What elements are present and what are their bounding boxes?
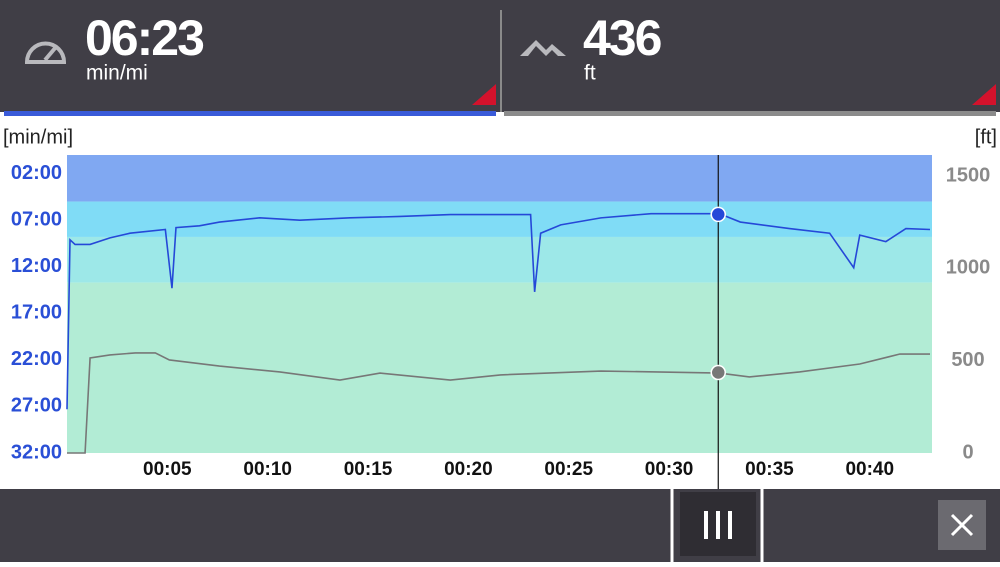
y-tick-label: 07:00 (11, 208, 62, 230)
zone (67, 155, 932, 202)
active-indicator (4, 111, 496, 116)
zone (67, 236, 932, 283)
y-tick-label: 27:00 (11, 395, 62, 417)
zone (67, 201, 932, 237)
y-tick-label: 12:00 (11, 255, 62, 277)
plot: 02:00 07:00 12:00 17:00 22:00 27:00 32:00 0 500 1… (11, 155, 990, 489)
y2-tick-label: 0 (962, 441, 973, 463)
tile-value: 436 (583, 10, 661, 66)
gauge-needle (43, 45, 58, 62)
tile[interactable]: 436 ft (520, 10, 996, 105)
tile-value: 06:23 (85, 10, 203, 66)
x-tick-label: 00:05 (143, 459, 192, 480)
cursor-marker (710, 206, 727, 223)
x-tick-label: 00:30 (645, 459, 694, 480)
zone (67, 282, 932, 453)
y-tick-label: 17:00 (11, 302, 62, 324)
x-tick-label: 00:40 (845, 459, 894, 480)
y-tick-label: 22:00 (11, 348, 62, 370)
x-tick-label: 00:20 (444, 459, 493, 480)
y-tick-label: 32:00 (11, 441, 62, 463)
series-line (67, 352, 930, 454)
inactive-indicator (504, 111, 996, 116)
tile[interactable]: 06:23 min/mi (24, 10, 496, 105)
x-tick-label: 00:15 (344, 459, 393, 480)
y2-tick-label: 1500 (946, 164, 991, 186)
elevation-icon (520, 40, 566, 56)
menu-button[interactable] (680, 492, 756, 556)
x-tick-label: 00:10 (243, 459, 292, 480)
cursor-marker (710, 364, 727, 381)
close-button[interactable] (938, 500, 986, 550)
y-axis-label: [min/mi] (3, 126, 73, 148)
gauge-icon (24, 41, 67, 64)
y-tick-label: 02:00 (11, 162, 62, 184)
y2-tick-label: 1000 (946, 257, 991, 279)
y2-tick-label: 500 (951, 349, 984, 371)
x-tick-label: 00:35 (745, 459, 794, 480)
tile-unit: min/mi (86, 62, 148, 85)
corner-marker (472, 84, 496, 105)
tile-unit: ft (584, 62, 596, 85)
corner-marker (972, 84, 996, 105)
series-line (66, 212, 931, 410)
x-tick-label: 00:25 (544, 459, 593, 480)
y2-axis-label: [ft] (975, 126, 997, 148)
footer (0, 489, 1000, 562)
